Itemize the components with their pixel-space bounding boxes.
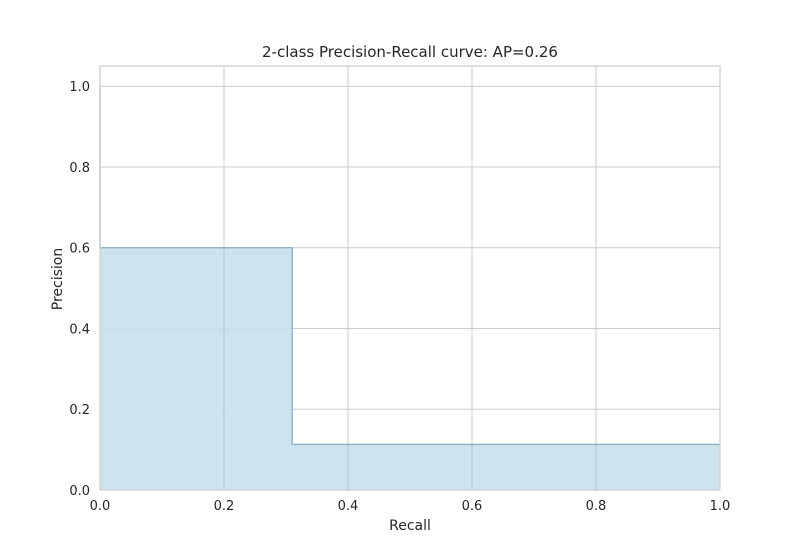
y-tick-label: 0.4 [69,322,90,337]
x-tick-label: 1.0 [710,499,731,514]
y-tick-label: 1.0 [69,80,90,95]
plot-frame [99,65,721,491]
y-axis-label: Precision [50,248,66,310]
x-tick-label: 0.8 [586,499,607,514]
y-tick-label: 0.6 [69,242,90,257]
y-tick-label: 0.0 [69,484,90,499]
y-tick-label: 0.2 [69,403,90,418]
x-axis-label: Recall [389,518,431,534]
x-tick-labels: 0.0 0.2 0.4 0.6 0.8 1.0 [90,499,731,514]
chart-title: 2-class Precision-Recall curve: AP=0.26 [262,43,558,61]
y-tick-label: 0.8 [69,161,90,176]
pr-area-fill [100,86,720,490]
x-tick-label: 0.4 [338,499,359,514]
x-tick-label: 0.0 [90,499,111,514]
frame-layer [99,65,721,491]
x-tick-label: 0.6 [462,499,483,514]
y-tick-labels: 0.0 0.2 0.4 0.6 0.8 1.0 [69,80,90,499]
area-layer [99,86,720,490]
x-tick-label: 0.2 [214,499,235,514]
